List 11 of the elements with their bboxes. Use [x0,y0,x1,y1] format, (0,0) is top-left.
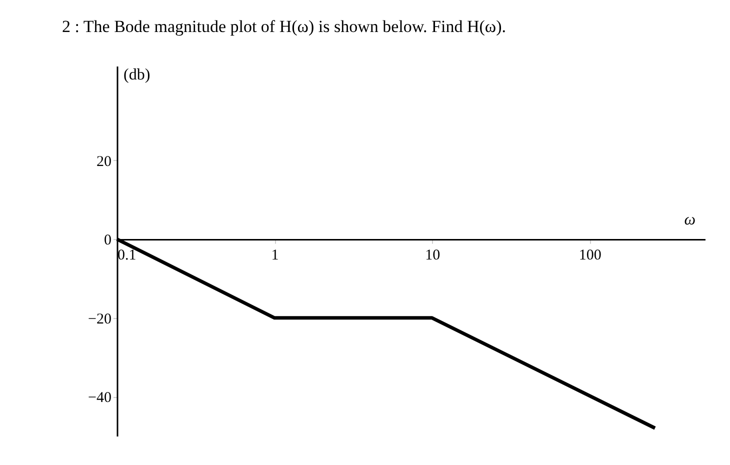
y-tick-label: −20 [88,311,112,328]
x-tick-label: 0.1 [118,248,136,264]
y-tick-label: 20 [96,154,112,170]
y-tick-label: −40 [88,390,112,406]
y-axis-title: (db) [124,66,150,84]
x-tick-label: 1 [271,248,279,264]
y-tick-label: 0 [104,232,112,249]
x-tick-label: 10 [425,248,440,264]
x-axis-title: ω [684,212,696,229]
x-tick-label: 100 [578,248,602,264]
chart-title: 2 : The Bode magnitude plot of H(ω) is shown below. Find H(ω). [62,17,506,36]
